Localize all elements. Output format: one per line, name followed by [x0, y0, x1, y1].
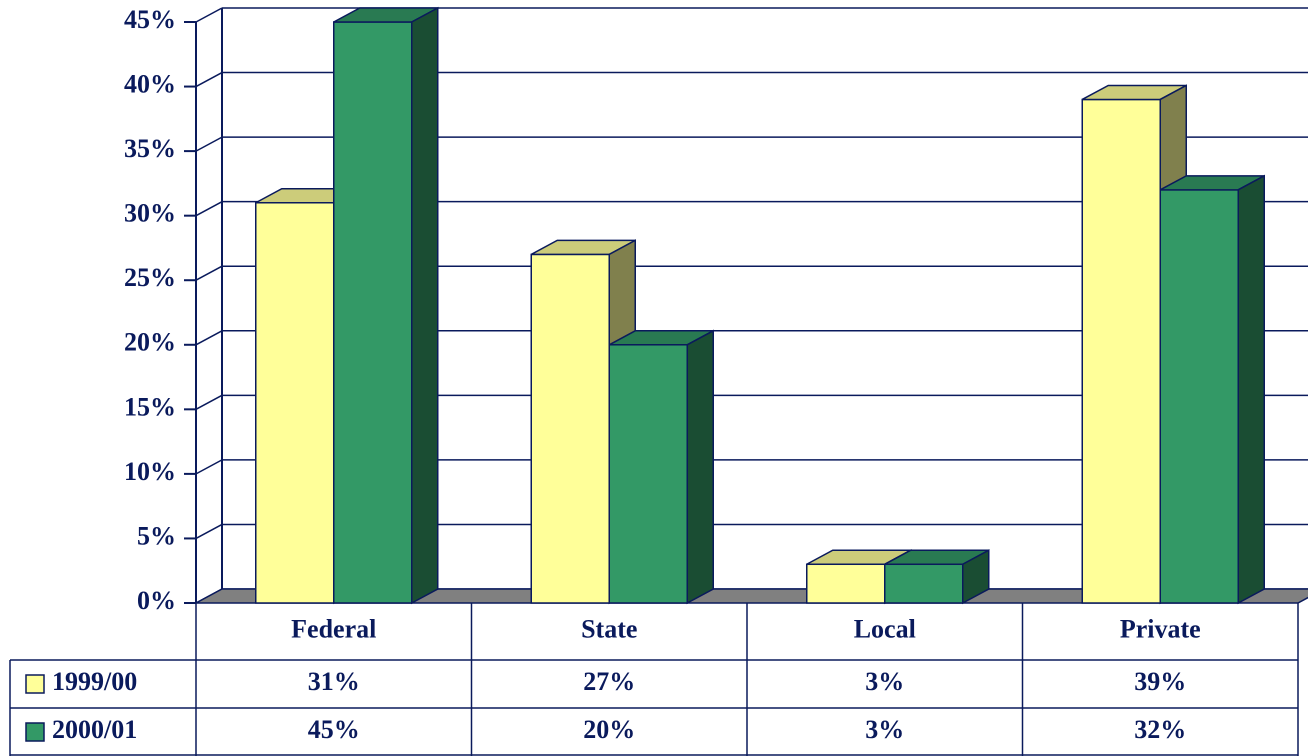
- data-label: 31%: [308, 667, 360, 696]
- y-tick-label: 25%: [124, 263, 176, 292]
- data-label: 27%: [583, 667, 635, 696]
- legend-swatch: [25, 722, 45, 742]
- grid-line: [195, 459, 223, 475]
- grid-line: [195, 265, 223, 281]
- bar: [1159, 189, 1239, 604]
- y-tick-label: 10%: [124, 457, 176, 486]
- legend-label: 1999/00: [52, 667, 137, 696]
- y-tick-label: 30%: [124, 199, 176, 228]
- x-tick-label: Private: [1120, 614, 1201, 643]
- x-tick-label: Federal: [291, 614, 376, 643]
- y-tick-label: 5%: [137, 521, 176, 550]
- y-tick-label: 20%: [124, 328, 176, 357]
- grid-line: [195, 523, 223, 540]
- y-tick-label: 0%: [137, 586, 176, 615]
- y-tick-label: 45%: [124, 5, 176, 34]
- grid-line: [195, 330, 223, 346]
- grid-line: [195, 394, 223, 410]
- bar: [333, 21, 413, 604]
- bar-side: [962, 549, 990, 605]
- y-tick-label: 40%: [124, 70, 176, 99]
- x-tick-label: State: [581, 614, 637, 643]
- data-label: 32%: [1134, 715, 1186, 744]
- data-label: 20%: [583, 715, 635, 744]
- bar: [530, 253, 610, 604]
- grid-line: [195, 201, 223, 217]
- legend-label: 2000/01: [52, 715, 137, 744]
- bar: [884, 563, 964, 604]
- legend-swatch: [25, 674, 45, 694]
- bar: [255, 202, 335, 604]
- bar-side: [686, 329, 714, 605]
- y-tick-label: 35%: [124, 134, 176, 163]
- bar-side: [1237, 174, 1265, 605]
- grid-line: [195, 7, 223, 23]
- bar: [608, 344, 688, 604]
- y-tick-label: 15%: [124, 392, 176, 421]
- x-tick-label: Local: [854, 614, 916, 643]
- bar: [806, 563, 886, 604]
- data-label: 3%: [865, 715, 904, 744]
- bar: [1081, 98, 1161, 604]
- bar-side: [411, 6, 439, 605]
- data-label: 3%: [865, 667, 904, 696]
- grid-line: [195, 71, 223, 88]
- data-label: 39%: [1134, 667, 1186, 696]
- data-label: 45%: [308, 715, 360, 744]
- grid-line: [195, 136, 223, 152]
